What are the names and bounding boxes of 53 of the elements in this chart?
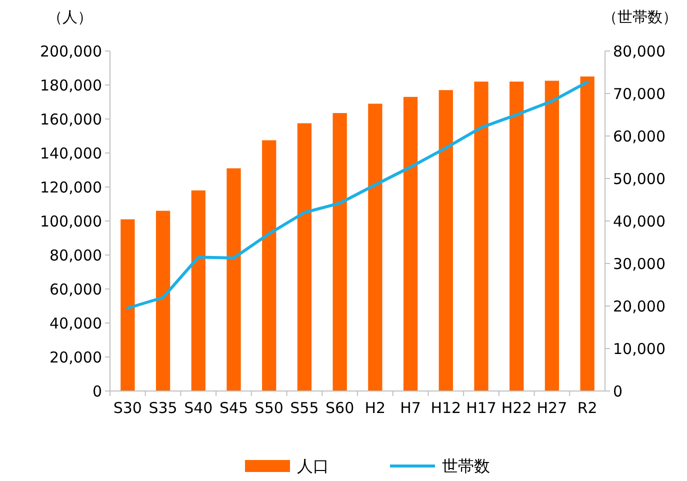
y-tick-label: 40,000 [50,314,102,332]
y-tick-label: 100,000 [40,212,102,230]
y2-tick-label: 0 [613,382,623,400]
x-tick-label: S30 [113,399,142,417]
y2-tick-label: 60,000 [613,127,666,146]
bar [580,76,594,391]
bar [226,168,241,391]
bar [510,82,524,391]
y2-axis-title: （世帯数） [602,8,678,26]
x-tick-label: S35 [148,399,178,417]
y2-tick-label: 20,000 [613,297,666,316]
bar [262,140,276,391]
y-tick-label: 60,000 [50,280,102,298]
x-tick-label: H12 [430,399,462,417]
x-tick-label: S45 [219,399,248,417]
y-tick-label: 160,000 [40,110,102,128]
x-tick-label: S60 [326,399,354,417]
y-tick-label: 180,000 [40,76,102,94]
y-tick-label: 120,000 [40,178,102,196]
bar [544,80,560,391]
y-axis-title: （人） [48,8,92,26]
line-series [126,80,589,310]
bar [474,82,488,391]
y2-tick-label: 10,000 [613,340,666,358]
bar [368,104,382,391]
bar [297,123,312,391]
bar [403,96,418,391]
y2-tick-label: 70,000 [613,84,666,103]
x-tick-label: H2 [364,399,386,417]
y-tick-label: 20,000 [50,348,102,366]
y-tick-label: 80,000 [50,246,102,264]
x-tick-label: H17 [466,399,496,417]
bar [156,210,170,391]
x-tick-label: S55 [290,399,319,417]
x-tick-label: R2 [577,399,598,417]
legend-label: 世帯数 [442,456,490,476]
y2-tick-label: 40,000 [613,212,666,230]
x-tick-label: S40 [184,399,213,417]
y-tick-label: 200,000 [40,42,102,60]
y2-tick-label: 80,000 [613,42,666,60]
x-tick-label: H27 [536,399,568,417]
y2-tick-label: 50,000 [613,170,666,188]
x-tick-label: S50 [254,399,284,417]
bar [332,113,347,391]
y2-tick-label: 30,000 [613,254,666,273]
y-tick-label: 140,000 [40,144,102,162]
bar [191,190,206,391]
bar [120,219,135,391]
y-tick-label: 0 [92,382,102,400]
x-tick-label: H7 [400,399,421,417]
bar [438,90,453,391]
x-tick-label: H22 [501,399,532,417]
legend-label: 人口 [297,456,329,476]
